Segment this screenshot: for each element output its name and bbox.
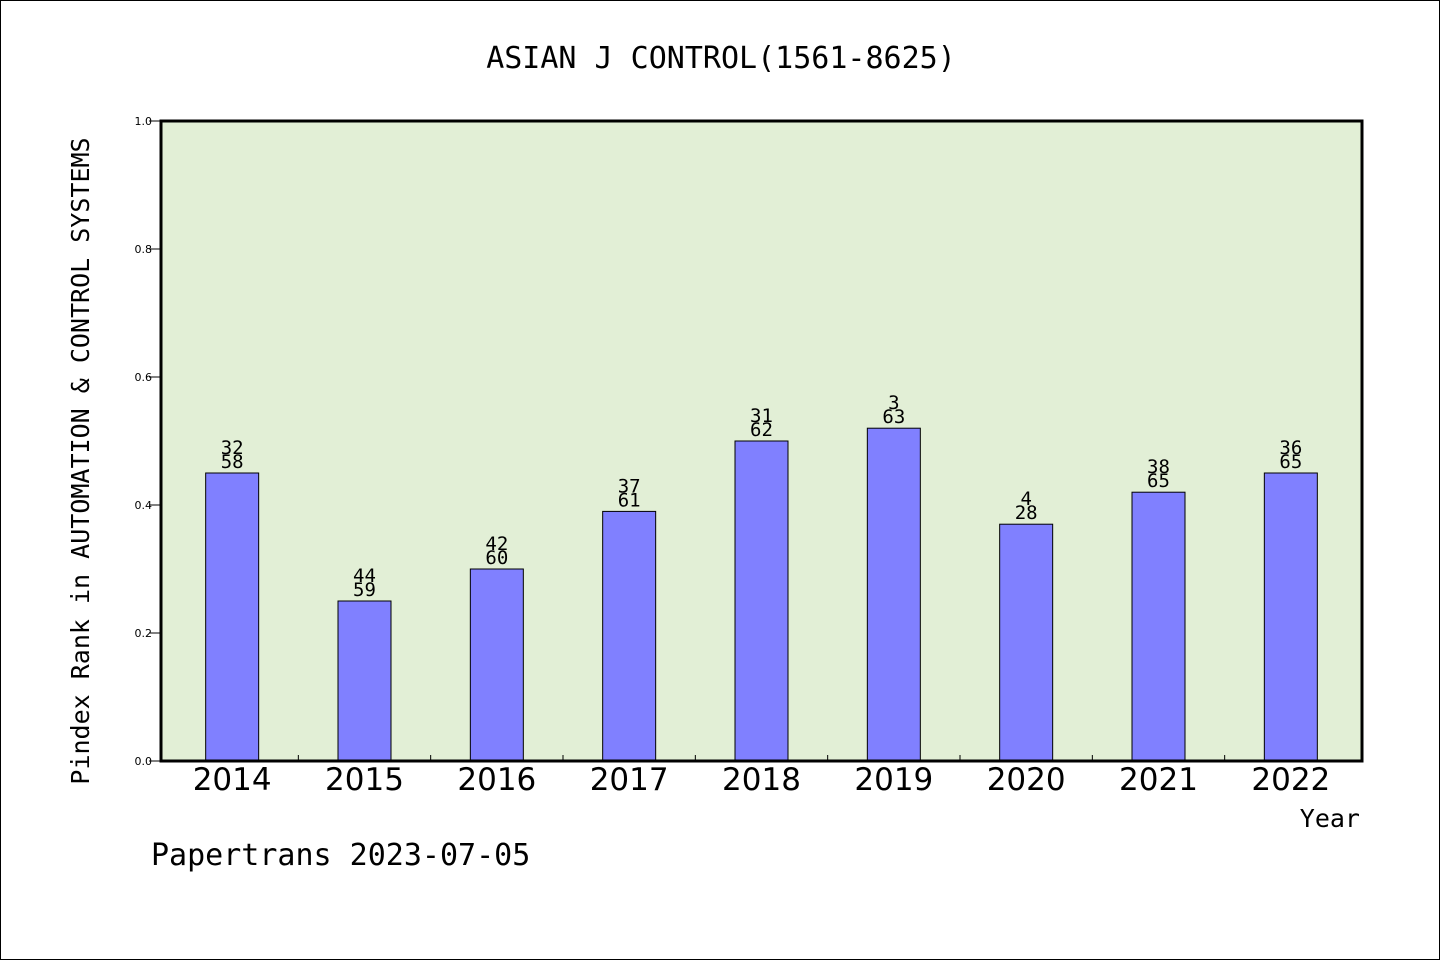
bar-label-bottom-2016: 60 — [485, 547, 508, 569]
y-tick-label-1.0: 1.0 — [135, 115, 153, 128]
bar-label-bottom-2020: 28 — [1015, 502, 1038, 524]
y-axis: 0.0 0.2 0.4 0.6 0.8 1.0 — [135, 115, 161, 768]
bar-2022 — [1263, 472, 1318, 762]
x-tick-label-2017: 2017 — [590, 762, 669, 798]
x-axis: 2014 2015 2016 2017 2018 2019 2020 2021 2022 — [193, 755, 1330, 798]
bar-label-top-2015: 44 — [353, 565, 376, 587]
bar-label-bottom-2021: 65 — [1147, 470, 1170, 492]
bar-label-top-2019: 3 — [888, 392, 899, 414]
x-tick-label-2020: 2020 — [987, 762, 1066, 798]
bar-2015 — [337, 600, 392, 762]
bar-2018 — [734, 440, 789, 762]
y-tick-label-0.0: 0.0 — [135, 755, 153, 768]
x-tick-label-2016: 2016 — [457, 762, 536, 798]
y-tick-label-0.2: 0.2 — [135, 627, 153, 640]
bar-label-bottom-2017: 61 — [618, 489, 641, 511]
bar-label-top-2017: 37 — [618, 475, 641, 497]
x-tick-label-2014: 2014 — [193, 762, 272, 798]
bar-2016 — [469, 568, 524, 762]
bar-label-top-2016: 42 — [485, 533, 508, 555]
x-axis-label: Year — [1300, 804, 1360, 833]
bar-label-top-2021: 38 — [1147, 456, 1170, 478]
x-tick-label-2018: 2018 — [722, 762, 801, 798]
bar-2020 — [999, 523, 1054, 762]
y-axis-label: Pindex Rank in AUTOMATION & CONTROL SYST… — [66, 137, 95, 784]
y-tick-label-0.4: 0.4 — [135, 499, 153, 512]
bar-2017 — [602, 510, 657, 762]
chart-title: ASIAN J CONTROL(1561-8625) — [486, 41, 956, 76]
y-tick-label-0.6: 0.6 — [135, 371, 153, 384]
bar-label-top-2022: 36 — [1279, 437, 1302, 459]
x-tick-label-2022: 2022 — [1251, 762, 1330, 798]
x-tick-label-2019: 2019 — [854, 762, 933, 798]
bar-label-top-2018: 31 — [750, 405, 773, 427]
bar-label-top-2014: 32 — [221, 437, 244, 459]
x-tick-label-2021: 2021 — [1119, 762, 1198, 798]
bar-2021 — [1131, 491, 1186, 762]
bar-label-top-2020: 4 — [1020, 488, 1031, 510]
bar-label-bottom-2014: 58 — [221, 451, 244, 473]
y-tick-label-0.8: 0.8 — [135, 243, 153, 256]
plot-border — [159, 119, 1364, 763]
footer-credit: Papertrans 2023-07-05 — [151, 838, 530, 873]
bar-label-bottom-2019: 63 — [882, 406, 905, 428]
bars-layer — [205, 427, 1318, 762]
bar-label-bottom-2018: 62 — [750, 419, 773, 441]
bar-label-bottom-2022: 65 — [1279, 451, 1302, 473]
x-tick-label-2015: 2015 — [325, 762, 404, 798]
bar-2019 — [866, 427, 921, 762]
bar-label-bottom-2015: 59 — [353, 579, 376, 601]
bar-2014 — [205, 472, 260, 762]
